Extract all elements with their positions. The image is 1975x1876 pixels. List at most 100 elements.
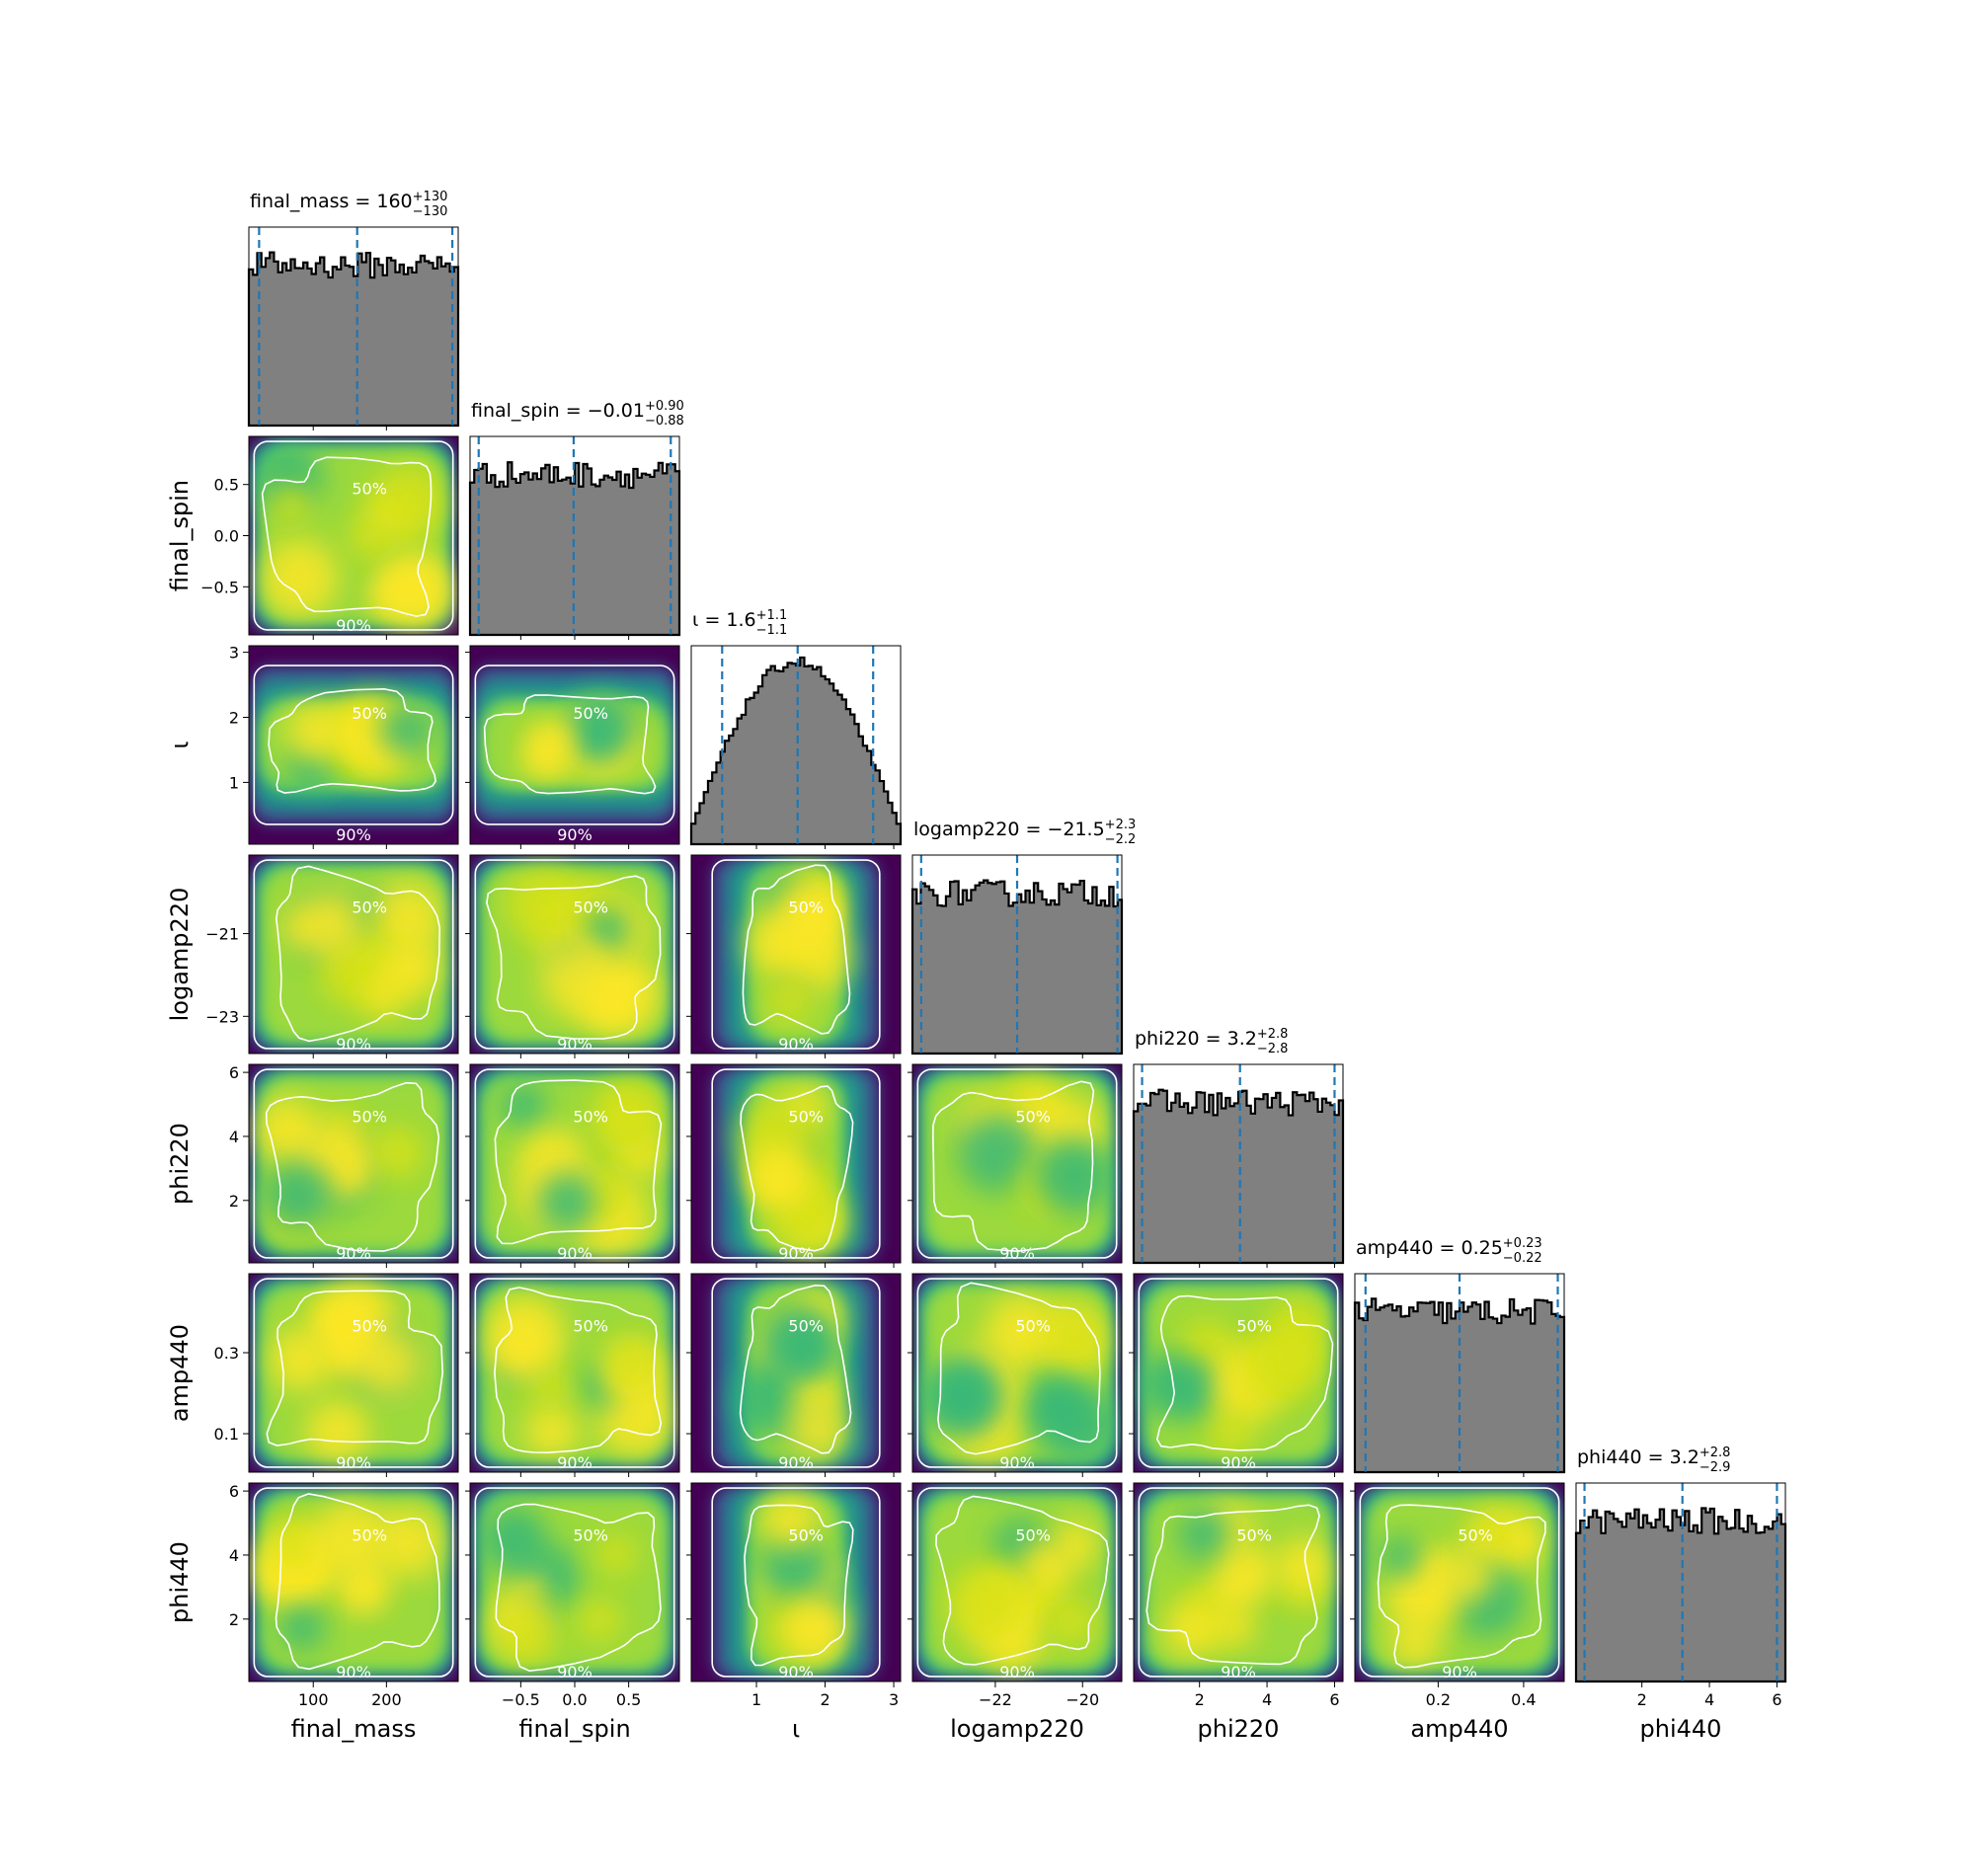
contour-90 — [1359, 1487, 1560, 1678]
x-tick-label: 1 — [751, 1690, 761, 1709]
contour-label-50: 50% — [573, 704, 608, 723]
contour-50 — [494, 1287, 663, 1454]
x-tick-label: 2 — [820, 1690, 830, 1709]
x-axis-label-phi440: phi440 — [1640, 1715, 1722, 1743]
contour-label-90: 90% — [557, 1663, 592, 1681]
contour-90 — [253, 859, 454, 1050]
y-tick-label: 6 — [229, 1482, 239, 1501]
x-axis-phi440: 2 4 6 phi440 — [1637, 1681, 1782, 1743]
contour-90 — [916, 1278, 1118, 1468]
x-axis-final_mass: 100 200 final_mass — [291, 1681, 416, 1743]
density-panel-logamp220-vs-final_spin: 50% 90% — [469, 854, 680, 1055]
contour-label-90: 90% — [557, 1035, 592, 1054]
contour-90 — [474, 1068, 675, 1259]
x-tick-label: 0.2 — [1426, 1690, 1451, 1709]
y-tick-label: 0.1 — [214, 1425, 239, 1444]
contour-label-90: 90% — [336, 1453, 371, 1472]
contour-label-50: 50% — [352, 704, 387, 723]
density-panel-logamp220-vs-iota: 50% 90% — [690, 854, 902, 1055]
contour-label-50: 50% — [352, 1525, 387, 1544]
x-tick-label: −20 — [1066, 1690, 1099, 1709]
contour-label-50: 50% — [573, 1525, 608, 1544]
x-tick-label: 2 — [1195, 1690, 1205, 1709]
x-axis-label-iota: ι — [792, 1715, 800, 1743]
x-axis-label-logamp220: logamp220 — [950, 1715, 1084, 1743]
contour-50 — [483, 694, 657, 795]
y-axis-final_spin: 0.5 0.0 −0.5 final_spin — [166, 476, 249, 596]
y-tick-label: 3 — [229, 644, 239, 663]
title-final_spin: final_spin = −0.01+0.90 — [471, 399, 684, 422]
density-panel-iota-vs-final_mass: 50% 90% — [248, 645, 459, 845]
contour-90 — [711, 1487, 881, 1678]
density-panel-phi220-vs-final_spin: 50% 90% — [469, 1063, 680, 1264]
contour-label-50: 50% — [573, 898, 608, 916]
title-logamp220: logamp220 = −21.5+2.3 — [913, 818, 1136, 840]
title-lower-phi220: −2.8 — [1257, 1042, 1289, 1056]
density-panel-amp440-vs-iota: 50% 90% — [690, 1273, 902, 1473]
contour-50 — [275, 865, 441, 1043]
contour-90 — [1138, 1278, 1339, 1468]
title-amp440: amp440 = 0.25+0.23 — [1356, 1236, 1542, 1259]
contour-label-90: 90% — [778, 1244, 814, 1263]
contour-90 — [474, 859, 675, 1050]
y-axis-amp440: 0.3 0.1 amp440 — [166, 1324, 249, 1444]
contour-50 — [261, 456, 433, 617]
y-tick-label: 2 — [229, 708, 239, 727]
x-axis-iota: 1 2 3 ι — [751, 1681, 899, 1743]
contour-label-50: 50% — [352, 898, 387, 916]
histogram-logamp220: logamp220 = −21.5+2.3−2.2 — [910, 818, 1136, 1055]
y-axis-label-iota: ι — [166, 741, 194, 748]
density-panel-amp440-vs-phi220: 50% 90% — [1133, 1273, 1344, 1473]
density-panel-phi440-vs-phi220: 50% 90% — [1133, 1482, 1344, 1682]
density-panel-phi440-vs-iota: 50% 90% — [690, 1482, 902, 1682]
contour-label-90: 90% — [999, 1663, 1035, 1681]
contour-label-50: 50% — [788, 1316, 824, 1335]
contour-label-50: 50% — [1015, 1107, 1051, 1126]
density-panel-final_spin-vs-final_mass: 50% 90% — [248, 435, 459, 636]
y-axis-label-final_spin: final_spin — [166, 480, 194, 591]
contour-90 — [253, 1487, 454, 1678]
contour-label-50: 50% — [352, 1316, 387, 1335]
title-iota: ι = 1.6+1.1 — [692, 608, 787, 631]
contour-50 — [275, 1493, 440, 1671]
y-axis-phi220: 6 4 2 phi220 — [166, 1063, 249, 1211]
contour-label-50: 50% — [352, 1107, 387, 1126]
y-tick-label: −23 — [205, 1007, 239, 1026]
x-axis-label-final_spin: final_spin — [518, 1715, 630, 1743]
contour-label-90: 90% — [336, 1663, 371, 1681]
contour-label-50: 50% — [788, 898, 824, 916]
density-panel-amp440-vs-final_spin: 50% 90% — [469, 1273, 680, 1473]
contour-label-90: 90% — [1442, 1663, 1477, 1681]
contour-90 — [474, 1278, 675, 1468]
contour-label-90: 90% — [1221, 1453, 1256, 1472]
contour-label-90: 90% — [557, 825, 592, 844]
contour-label-50: 50% — [788, 1525, 824, 1544]
y-axis-logamp220: −21 −23 logamp220 — [166, 888, 249, 1026]
contour-90 — [711, 1278, 881, 1468]
contour-label-90: 90% — [336, 616, 371, 635]
contour-50 — [937, 1282, 1101, 1455]
contour-50 — [744, 1504, 854, 1667]
contour-50 — [266, 1290, 444, 1446]
histogram-final_mass: final_mass = 160+130−130 — [247, 190, 460, 428]
contour-50 — [1155, 1294, 1334, 1451]
density-panel-amp440-vs-final_mass: 50% 90% — [248, 1273, 459, 1473]
y-tick-label: 2 — [229, 1610, 239, 1629]
contour-label-50: 50% — [1236, 1316, 1272, 1335]
contour-label-50: 50% — [573, 1107, 608, 1126]
contour-label-90: 90% — [778, 1453, 814, 1472]
y-tick-label: 0.3 — [214, 1344, 239, 1363]
contour-90 — [711, 1068, 881, 1259]
x-tick-label: 4 — [1262, 1690, 1272, 1709]
contour-90 — [916, 1068, 1118, 1259]
y-tick-label: 1 — [229, 773, 239, 792]
density-panel-iota-vs-final_spin: 50% 90% — [469, 645, 680, 845]
density-panel-phi440-vs-amp440: 50% 90% — [1354, 1482, 1565, 1682]
histogram-bars — [689, 656, 903, 846]
x-tick-label: 6 — [1772, 1690, 1781, 1709]
contour-label-90: 90% — [778, 1663, 814, 1681]
x-tick-label: −22 — [979, 1690, 1012, 1709]
x-tick-label: 3 — [889, 1690, 899, 1709]
title-lower-final_mass: −130 — [413, 204, 448, 219]
